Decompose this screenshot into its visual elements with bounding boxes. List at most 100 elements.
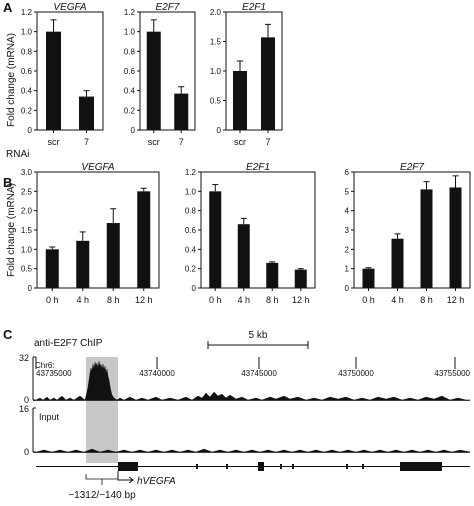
region-brace (85, 474, 119, 485)
gene-model-vegfa (36, 462, 470, 471)
chart-title: VEGFA (81, 162, 114, 173)
tss-arrow-icon (117, 471, 134, 484)
y-tick-label: 0.8 (124, 47, 136, 56)
y-tick-label: 1.0 (21, 245, 33, 254)
bar (106, 223, 120, 288)
track2-label: Input (39, 412, 60, 422)
y-tick-label: 0.4 (185, 245, 197, 254)
genome-coordinates: 43735000 43740000 43745000 43750000 4375… (35, 357, 471, 378)
y-tick-label: 0 (217, 126, 222, 135)
input-signal-track (35, 448, 471, 453)
bar (233, 71, 247, 130)
x-tick-label: 4 h (391, 295, 404, 305)
chart-panel-b-vegfa: VEGFA 0 0.5 1.0 1.5 2.0 2.5 3.0 0 h 4 h 8 h 12 h (21, 162, 160, 305)
region-label: −1312/−140 bp (68, 490, 136, 501)
bar (391, 238, 404, 288)
chart-title: E2F1 (246, 162, 270, 173)
y-tick-label: 4 (345, 207, 350, 216)
chart-panel-b-e2f1: E2F1 0 0.2 0.4 0.6 0.8 1.0 1.2 0 h 4 h 8 h 12 h (185, 162, 316, 305)
y-tick-label: 0 (192, 284, 197, 293)
coord-43750000: 43750000 (338, 369, 374, 378)
bar (237, 224, 250, 288)
x-tick-label: 0 h (362, 295, 375, 305)
chart-panel-a-vegfa: VEGFA 0 0.2 0.4 0.6 0.8 1.0 1.2 scr 7 (21, 2, 104, 147)
bar (261, 37, 275, 131)
chart-title: E2F7 (156, 2, 180, 13)
y-tick-label: 0 (345, 284, 350, 293)
scale-bar: 5 kb (207, 330, 309, 349)
y-tick-label: 0.5 (21, 265, 33, 274)
bar (294, 269, 307, 288)
x-tick-label: scr (234, 137, 246, 147)
panel-label-a: A (3, 0, 13, 15)
y-tick-label: 0.5 (210, 97, 222, 106)
y-tick-label: 0 (28, 126, 33, 135)
coord-43755000: 43755000 (434, 369, 470, 378)
x-tick-label: 4 h (237, 295, 250, 305)
bar (209, 191, 222, 288)
y-tick-label: 0 (131, 126, 136, 135)
chart-title: E2F1 (242, 2, 266, 13)
panel-a-ylabel: Fold change (mRNA) (6, 33, 17, 127)
gene-label: hVEGFA (137, 476, 176, 487)
x-tick-label: 12 h (135, 295, 153, 305)
bar (79, 96, 94, 130)
y-tick-label: 1.5 (21, 226, 33, 235)
x-tick-label: 12 h (447, 295, 465, 305)
x-tick-label: 8 h (266, 295, 279, 305)
x-tick-label: 7 (84, 137, 89, 147)
chrom-label: Chr6: (35, 361, 55, 370)
chip-signal-track (35, 360, 470, 401)
y-tick-label: 2.5 (21, 187, 33, 196)
coord-43745000: 43745000 (241, 369, 277, 378)
y-tick-label: 1.0 (210, 67, 222, 76)
y-tick-label: 0.4 (21, 87, 33, 96)
bar (46, 31, 61, 131)
chart-panel-a-e2f1: E2F1 0 0.5 1.0 1.5 2.0 scr 7 (210, 2, 283, 147)
y-tick-label: 1.2 (185, 168, 197, 177)
y-tick-label: 1 (345, 265, 350, 274)
y-tick-label: 2.0 (210, 8, 222, 17)
y-tick-label: 1.2 (124, 8, 136, 17)
bar (266, 262, 279, 288)
bar (174, 93, 189, 130)
chart-title: VEGFA (53, 2, 86, 13)
scale-bar-label: 5 kb (249, 330, 268, 341)
bar (420, 189, 433, 288)
panel-b-ylabel: Fold change (mRNA) (6, 183, 17, 277)
x-tick-label: 7 (265, 137, 270, 147)
track1-ymax: 32 (19, 353, 29, 363)
coord-43740000: 43740000 (139, 369, 175, 378)
chart-panel-b-e2f7: E2F7 0 1 2 3 4 5 6 0 h 4 h 8 h 12 h (345, 162, 471, 305)
panel-label-c: C (3, 327, 13, 342)
y-tick-label: 1.0 (124, 28, 136, 37)
chart-title: E2F7 (400, 162, 424, 173)
y-tick-label: 1.0 (21, 28, 33, 37)
x-tick-label: 12 h (292, 295, 310, 305)
x-tick-label: 8 h (107, 295, 120, 305)
y-tick-label: 0.6 (124, 67, 136, 76)
rnai-label: RNAi (6, 149, 29, 160)
y-tick-label: 1.5 (210, 38, 222, 47)
y-tick-label: 0.6 (21, 67, 33, 76)
bar (146, 31, 161, 131)
y-tick-label: 3 (345, 226, 350, 235)
y-tick-label: 0.2 (124, 106, 136, 115)
x-tick-label: 4 h (76, 295, 89, 305)
bar (137, 191, 151, 288)
y-tick-label: 0.6 (185, 226, 197, 235)
y-tick-label: 3.0 (21, 168, 33, 177)
x-tick-label: 0 h (46, 295, 59, 305)
y-tick-label: 5 (345, 187, 350, 196)
x-tick-label: scr (148, 137, 160, 147)
bar (76, 240, 90, 288)
x-tick-label: 0 h (209, 295, 222, 305)
track2-ymax: 16 (19, 404, 29, 414)
x-tick-label: 8 h (420, 295, 433, 305)
bar (45, 249, 59, 288)
y-tick-label: 2 (345, 245, 350, 254)
x-tick-label: scr (48, 137, 60, 147)
panel-label-b: B (3, 175, 12, 190)
y-tick-label: 0.8 (185, 207, 197, 216)
